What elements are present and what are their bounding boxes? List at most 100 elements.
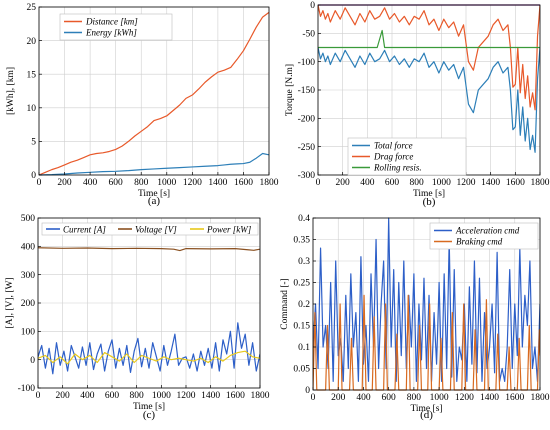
x-tick-label: 200 [336, 178, 351, 188]
series-line-total-force [318, 47, 540, 153]
series-line-energy-kwh [39, 152, 269, 176]
y-tick-label: 0.15 [293, 322, 310, 332]
legend-a: Distance [km]Energy [kWh] [59, 13, 173, 41]
legend-label: Current [A] [63, 224, 106, 234]
x-tick-label: 1400 [201, 391, 220, 401]
x-tick-label: 800 [407, 393, 422, 403]
x-tick-label: 200 [57, 178, 72, 188]
x-axis-label: Time [s] [413, 189, 445, 199]
y-tick-label: 400 [21, 243, 36, 253]
panel-caption: (d) [420, 409, 433, 421]
x-tick-label: 400 [360, 178, 375, 188]
chart-panel-d: 0 200 400 600 800 1000 1200 1400 1600 1800 0 0.05 0.… [280, 214, 550, 421]
x-tick-label: 1000 [152, 391, 171, 401]
y-tick-label: 300 [21, 271, 36, 281]
x-tick-label: 0 [36, 391, 41, 401]
legend-label: Distance [km] [85, 17, 138, 27]
x-tick-label: 600 [382, 393, 397, 403]
x-tick-label: 800 [130, 391, 145, 401]
x-tick-label: 1600 [234, 178, 253, 188]
x-tick-label: 0 [37, 178, 42, 188]
y-tick-label: 0.1 [298, 343, 310, 353]
x-tick-label: 1200 [455, 393, 474, 403]
legend-label: Total force [374, 141, 413, 151]
y-tick-label: -150 [298, 86, 316, 96]
legend-label: Energy [kWh] [85, 28, 137, 38]
panel-caption: (b) [423, 196, 436, 208]
y-tick-label: 100 [21, 328, 36, 338]
y-tick-label: 0.2 [298, 300, 310, 310]
y-tick-label: -100 [298, 58, 316, 68]
legend-label: Rolling resis. [373, 163, 422, 173]
x-tick-label: 800 [134, 178, 149, 188]
y-tick-label: 500 [21, 214, 36, 224]
x-axis-label: Time [s] [410, 404, 442, 414]
chart-panel-a: 0 200 400 600 800 1000 1200 1400 1600 1800 0 5 10 15 2… [6, 3, 279, 207]
x-tick-label: 600 [385, 178, 400, 188]
x-tick-label: 1400 [480, 393, 499, 403]
x-tick-label: 600 [109, 178, 124, 188]
x-tick-label: 1400 [481, 178, 500, 188]
y-tick-label: -50 [302, 30, 315, 40]
x-tick-label: 800 [410, 178, 425, 188]
series-line-current-a [38, 322, 260, 375]
y-axis-label: Command [-] [280, 278, 290, 329]
panel-caption: (a) [148, 195, 161, 207]
x-tick-label: 1800 [531, 393, 550, 403]
x-tick-label: 400 [83, 178, 98, 188]
x-tick-label: 1800 [251, 391, 270, 401]
y-tick-label: -200 [298, 115, 316, 125]
y-tick-label: 0.35 [293, 236, 310, 246]
x-tick-label: 1000 [157, 178, 176, 188]
y-tick-label: 15 [27, 70, 37, 80]
y-tick-label: 0 [31, 171, 36, 181]
x-tick-label: 1000 [432, 178, 451, 188]
x-tick-label: 1200 [457, 178, 476, 188]
x-tick-label: 0 [316, 178, 321, 188]
y-tick-label: 200 [21, 299, 36, 309]
legend-label: Drag force [373, 152, 413, 162]
series-line-power-kw [38, 350, 260, 365]
series-line-voltage-v [38, 247, 260, 252]
y-tick-label: -250 [298, 143, 316, 153]
chart-panel-c: 0 200 400 600 800 1000 1200 1400 1600 1800-100010… [5, 214, 270, 421]
x-tick-label: 400 [80, 391, 95, 401]
y-tick-label: 0.05 [293, 365, 310, 375]
x-tick-label: 1600 [226, 391, 245, 401]
legend-label: Voltage [V] [135, 224, 177, 234]
x-tick-label: 1400 [208, 178, 227, 188]
x-tick-label: 400 [356, 393, 371, 403]
x-tick-label: 1800 [531, 178, 550, 188]
y-tick-label: 0.4 [298, 214, 310, 224]
y-tick-label: 25 [27, 3, 37, 13]
y-tick-label: 0 [30, 356, 35, 366]
legend-box [59, 13, 173, 41]
legend-label: Braking cmd [456, 237, 503, 247]
y-axis-label: [A], [V], [W] [5, 277, 15, 328]
x-tick-label: 1800 [260, 178, 279, 188]
x-axis-label: Time [s] [138, 189, 170, 199]
y-axis-label: Torque [N.m] [285, 64, 295, 116]
panel-caption: (c) [143, 409, 156, 421]
y-tick-label: -100 [18, 384, 36, 394]
x-tick-label: 600 [105, 391, 120, 401]
series-line-acceleration-cmd [313, 217, 540, 382]
chart-panel-b: 0 200 400 600 800 1000 1200 1400 1600 1800 0 -50 -10… [285, 1, 550, 208]
legend-box [429, 222, 539, 250]
legend-c: Current [A] Voltage [V] Power [kW] [41, 222, 259, 236]
y-tick-label: 0.3 [298, 257, 310, 267]
x-tick-label: 1200 [177, 391, 196, 401]
plot-frame-a [38, 6, 270, 176]
x-axis-label: Time [s] [133, 402, 165, 412]
series-line-distance-km [39, 11, 269, 176]
legend-label: Acceleration cmd [455, 226, 520, 236]
series-line-braking-cmd [313, 294, 540, 391]
x-tick-label: 1600 [505, 393, 524, 403]
x-tick-label: 0 [311, 393, 316, 403]
x-tick-label: 1600 [506, 178, 525, 188]
y-tick-label: 20 [27, 37, 37, 47]
